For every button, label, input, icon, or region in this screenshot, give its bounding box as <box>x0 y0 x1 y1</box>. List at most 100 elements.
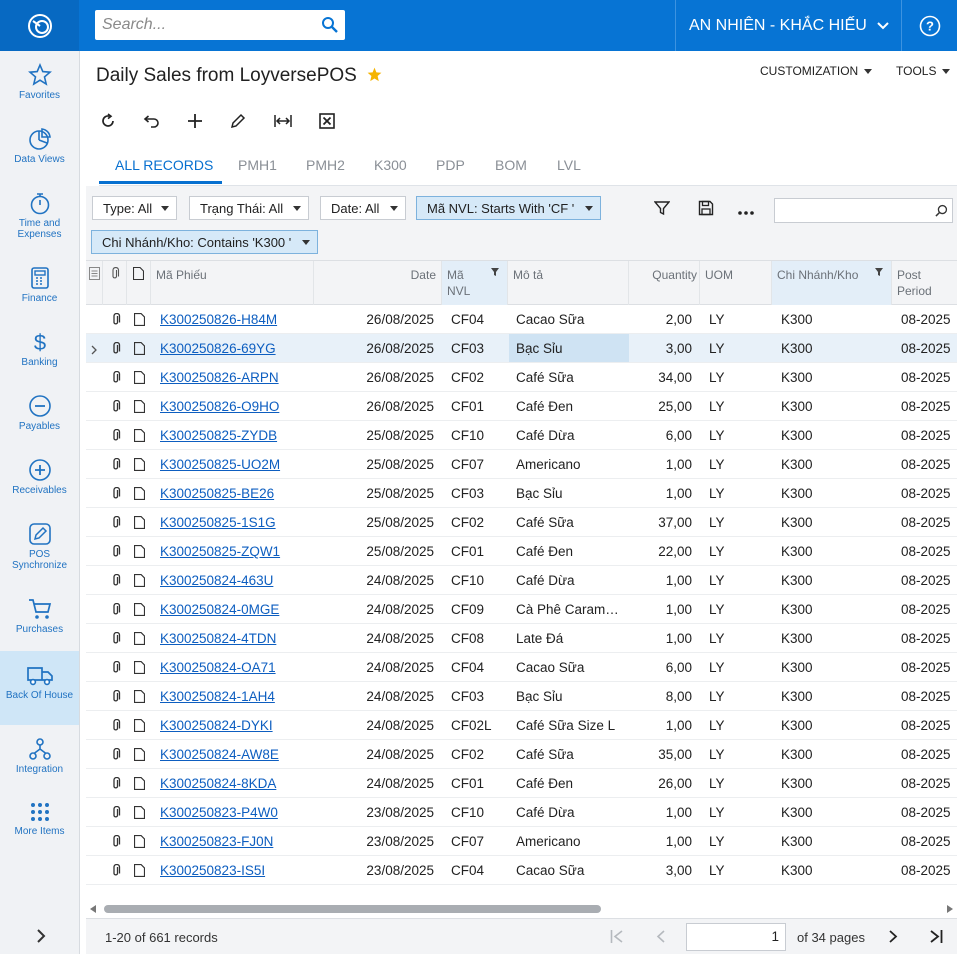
table-row[interactable]: K300250824-DYKI 24/08/2025 CF02L Café Sữa S… <box>86 711 957 740</box>
document-icon[interactable] <box>133 718 146 735</box>
sidebar-item-payables[interactable]: Payables <box>0 382 79 444</box>
fit-columns-button[interactable] <box>271 110 295 132</box>
refresh-button[interactable] <box>96 110 120 132</box>
table-row[interactable]: K300250823-FJ0N 23/08/2025 CF07 Americano 1,… <box>86 827 957 856</box>
cell-ma-phieu[interactable]: K300250824-8KDA <box>160 776 277 791</box>
tab-lvl[interactable]: LVL <box>557 157 581 173</box>
tab-pmh2[interactable]: PMH2 <box>306 157 345 173</box>
table-row[interactable]: K300250826-69YG 26/08/2025 CF03 Bạc Sỉu 3,00… <box>86 334 957 363</box>
header-post-period[interactable]: Post Period <box>897 268 932 298</box>
sidebar-item-banking[interactable]: $ Banking <box>0 318 79 380</box>
document-icon[interactable] <box>133 776 146 793</box>
cell-ma-phieu[interactable]: K300250824-463U <box>160 573 274 588</box>
paperclip-icon[interactable] <box>111 370 121 387</box>
table-row[interactable]: K300250825-UO2M 25/08/2025 CF07 Americano 1,… <box>86 450 957 479</box>
header-attachments[interactable] <box>103 261 127 305</box>
document-icon[interactable] <box>133 834 146 851</box>
paperclip-icon[interactable] <box>111 689 121 706</box>
cell-ma-phieu[interactable]: K300250824-0MGE <box>160 602 280 617</box>
sidebar-item-pos-synchronize[interactable]: POS Synchronize <box>0 510 79 572</box>
table-row[interactable]: K300250824-8KDA 24/08/2025 CF01 Café Đen 26,… <box>86 769 957 798</box>
paperclip-icon[interactable] <box>111 399 121 416</box>
header-row-selector[interactable] <box>86 261 103 305</box>
horizontal-scrollbar[interactable] <box>86 900 957 918</box>
document-icon[interactable] <box>133 602 146 619</box>
document-icon[interactable] <box>133 689 146 706</box>
paperclip-icon[interactable] <box>111 341 121 358</box>
filter-type[interactable]: Type: All <box>92 196 177 220</box>
last-page-icon[interactable] <box>929 930 943 943</box>
paperclip-icon[interactable] <box>111 428 121 445</box>
cell-ma-phieu[interactable]: K300250824-DYKI <box>160 718 273 733</box>
page-number-input[interactable]: 1 <box>686 923 786 951</box>
table-row[interactable]: K300250824-AW8E 24/08/2025 CF02 Café Sữa 35,… <box>86 740 957 769</box>
edit-button[interactable] <box>226 110 250 132</box>
filter-trang-thai[interactable]: Trạng Thái: All <box>189 196 309 220</box>
first-page-icon[interactable] <box>610 930 624 943</box>
header-ma-phieu[interactable]: Mã Phiếu <box>151 261 314 305</box>
cell-ma-phieu[interactable]: K300250826-69YG <box>160 341 276 356</box>
cell-ma-phieu[interactable]: K300250824-4TDN <box>160 631 277 646</box>
table-row[interactable]: K300250823-IS5I 23/08/2025 CF04 Cacao Sữa 3,… <box>86 856 957 885</box>
undo-button[interactable] <box>139 110 163 132</box>
table-row[interactable]: K300250825-ZYDB 25/08/2025 CF10 Café Dừa 6,0… <box>86 421 957 450</box>
global-search[interactable] <box>95 10 345 40</box>
sidebar-item-finance[interactable]: Finance <box>0 254 79 316</box>
document-icon[interactable] <box>133 631 146 648</box>
cell-ma-phieu[interactable]: K300250826-O9HO <box>160 399 280 414</box>
tenant-selector[interactable]: AN NHIÊN - KHẮC HIẾU <box>675 0 901 51</box>
document-icon[interactable] <box>133 486 146 503</box>
table-row[interactable]: K300250824-4TDN 24/08/2025 CF08 Late Đá 1,00… <box>86 624 957 653</box>
tab-k300[interactable]: K300 <box>374 157 407 173</box>
header-notes[interactable] <box>127 261 151 305</box>
cell-ma-phieu[interactable]: K300250825-ZQW1 <box>160 544 281 559</box>
document-icon[interactable] <box>133 428 146 445</box>
paperclip-icon[interactable] <box>111 544 121 561</box>
paperclip-icon[interactable] <box>111 718 121 735</box>
sidebar-item-time-and-expenses[interactable]: Time and Expenses <box>0 179 79 241</box>
cell-ma-phieu[interactable]: K300250826-H84M <box>160 312 278 327</box>
document-icon[interactable] <box>133 399 146 416</box>
sidebar-item-data-views[interactable]: Data Views <box>0 115 79 177</box>
paperclip-icon[interactable] <box>111 312 121 329</box>
header-chi-nhanh[interactable]: Chi Nhánh/Kho <box>772 261 892 305</box>
paperclip-icon[interactable] <box>111 805 121 822</box>
paperclip-icon[interactable] <box>111 747 121 764</box>
header-date[interactable]: Date <box>314 261 442 305</box>
document-icon[interactable] <box>133 747 146 764</box>
paperclip-icon[interactable] <box>111 631 121 648</box>
search-input[interactable] <box>95 10 310 40</box>
paperclip-icon[interactable] <box>111 834 121 851</box>
next-page-icon[interactable] <box>888 930 898 943</box>
cell-ma-phieu[interactable]: K300250824-OA71 <box>160 660 276 675</box>
table-row[interactable]: K300250824-463U 24/08/2025 CF10 Café Dừa 1,0… <box>86 566 957 595</box>
cell-ma-phieu[interactable]: K300250824-1AH4 <box>160 689 275 704</box>
tab-all-records[interactable]: ALL RECORDS <box>115 157 214 173</box>
tab-pdp[interactable]: PDP <box>436 157 465 173</box>
customization-menu[interactable]: CUSTOMIZATION <box>760 64 873 78</box>
previous-page-icon[interactable] <box>656 930 666 943</box>
export-excel-button[interactable] <box>315 110 339 132</box>
help-button[interactable]: ? <box>901 0 957 51</box>
paperclip-icon[interactable] <box>111 660 121 677</box>
filter-ma-nvl[interactable]: Mã NVL: Starts With 'CF ' <box>416 196 601 220</box>
search-icon[interactable] <box>321 16 339 34</box>
tab-pmh1[interactable]: PMH1 <box>238 157 277 173</box>
add-button[interactable] <box>183 110 207 132</box>
document-icon[interactable] <box>133 863 146 880</box>
table-row[interactable]: K300250824-0MGE 24/08/2025 CF09 Cà Phê Cara… <box>86 595 957 624</box>
save-filter-icon[interactable] <box>698 200 714 216</box>
cell-ma-phieu[interactable]: K300250825-1S1G <box>160 515 276 530</box>
sidebar-item-purchases[interactable]: Purchases <box>0 585 79 647</box>
table-row[interactable]: K300250823-P4W0 23/08/2025 CF10 Café Dừa 1,0… <box>86 798 957 827</box>
header-uom[interactable]: UOM <box>700 261 772 305</box>
document-icon[interactable] <box>133 544 146 561</box>
paperclip-icon[interactable] <box>111 776 121 793</box>
more-options-icon[interactable] <box>737 210 755 216</box>
document-icon[interactable] <box>133 660 146 677</box>
document-icon[interactable] <box>133 573 146 590</box>
sidebar-item-favorites[interactable]: Favorites <box>0 51 79 113</box>
cell-ma-phieu[interactable]: K300250825-UO2M <box>160 457 281 472</box>
cell-ma-phieu[interactable]: K300250823-P4W0 <box>160 805 278 820</box>
document-icon[interactable] <box>133 370 146 387</box>
